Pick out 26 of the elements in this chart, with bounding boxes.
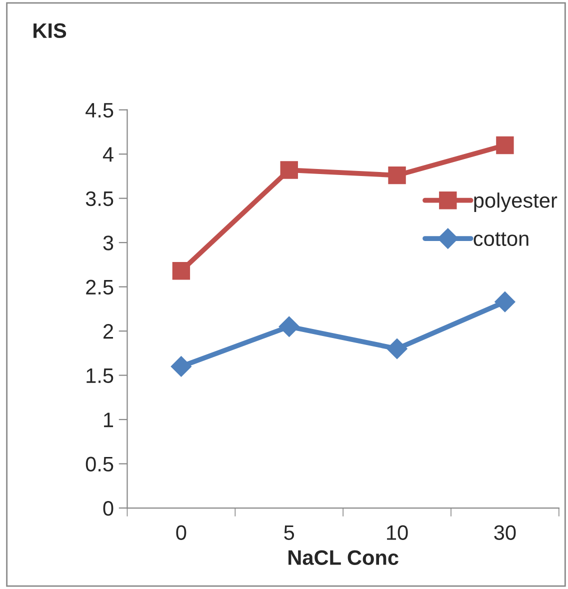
y-tick-label: 0.5 — [86, 456, 114, 472]
x-tick-label: 0 — [176, 525, 186, 540]
y-tick-label: 1 — [104, 412, 114, 428]
x-tick-label: 5 — [284, 525, 294, 540]
x-axis-title: NaCL Conc — [288, 550, 398, 565]
y-tick-label: 3.5 — [86, 191, 114, 206]
point — [280, 161, 298, 179]
point — [172, 262, 190, 280]
point — [278, 316, 300, 337]
y-tick-label: 3 — [103, 236, 114, 250]
point — [496, 136, 514, 154]
y-tick-label: 0 — [103, 501, 114, 516]
point — [388, 166, 406, 184]
point — [170, 356, 192, 377]
y-tick-label: 2.5 — [86, 280, 114, 295]
y-tick-label: 2 — [104, 324, 113, 339]
x-tick-label: 30 — [494, 525, 516, 540]
legend-label: polyester — [474, 192, 558, 212]
y-axis-title: KIS — [34, 23, 66, 38]
y-tick-label: 4 — [102, 147, 114, 162]
y-tick-label: 4.5 — [86, 103, 114, 118]
legend-label: cotton — [474, 232, 528, 246]
point — [494, 292, 516, 312]
point — [386, 338, 408, 360]
y-tick-label: 1.5 — [86, 368, 114, 384]
x-tick-label: 10 — [387, 525, 408, 540]
